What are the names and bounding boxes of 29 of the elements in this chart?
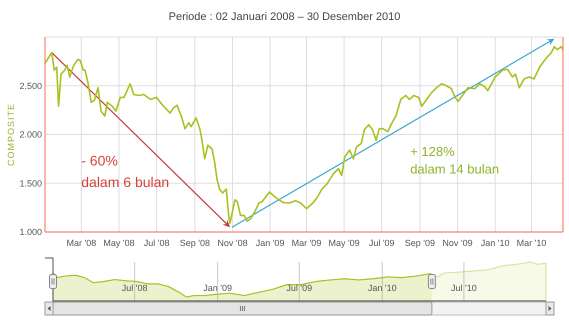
annotation: + 128% — [410, 144, 456, 159]
y-axis-title: COMPOSITE — [6, 102, 16, 166]
x-tick-label: Mar '10 — [516, 238, 546, 248]
x-tick-label: Sep '08 — [180, 238, 210, 248]
x-tick-label: Nov '09 — [442, 238, 473, 248]
x-tick-label: Nov '08 — [217, 238, 248, 248]
annotation: dalam 14 bulan — [410, 162, 500, 176]
annotation: - 60% — [81, 152, 118, 169]
x-tick-label: Jul '08 — [122, 283, 148, 293]
x-tick-label: Jan '09 — [203, 283, 232, 293]
chart-title: Periode : 02 Januari 2008 – 30 Desember 2010 — [168, 11, 400, 23]
x-tick-label: Jan '10 — [480, 238, 510, 248]
x-tick-label: Jul '10 — [451, 283, 477, 293]
x-tick-label: Sep '09 — [404, 238, 436, 248]
x-tick-label: Jul '09 — [368, 238, 395, 248]
x-tick-label: Mar '09 — [292, 238, 322, 248]
x-tick-label: Jan '10 — [368, 283, 397, 293]
x-tick-label: May '09 — [328, 238, 360, 248]
x-tick-label: Jul '08 — [144, 238, 170, 248]
y-tick-label: 1.000 — [19, 227, 42, 237]
line-series — [44, 46, 564, 224]
y-tick-label: 2.500 — [19, 80, 42, 91]
y-tick-label: 2.000 — [19, 130, 42, 140]
x-tick-label: Jul '09 — [286, 283, 312, 293]
x-tick-label: Jan '09 — [256, 238, 284, 248]
annotation: dalam 6 bulan — [81, 174, 170, 190]
y-tick-label: 1.500 — [19, 178, 42, 188]
x-tick-label: Mar '08 — [66, 238, 96, 248]
x-tick-label: May '08 — [103, 238, 135, 248]
